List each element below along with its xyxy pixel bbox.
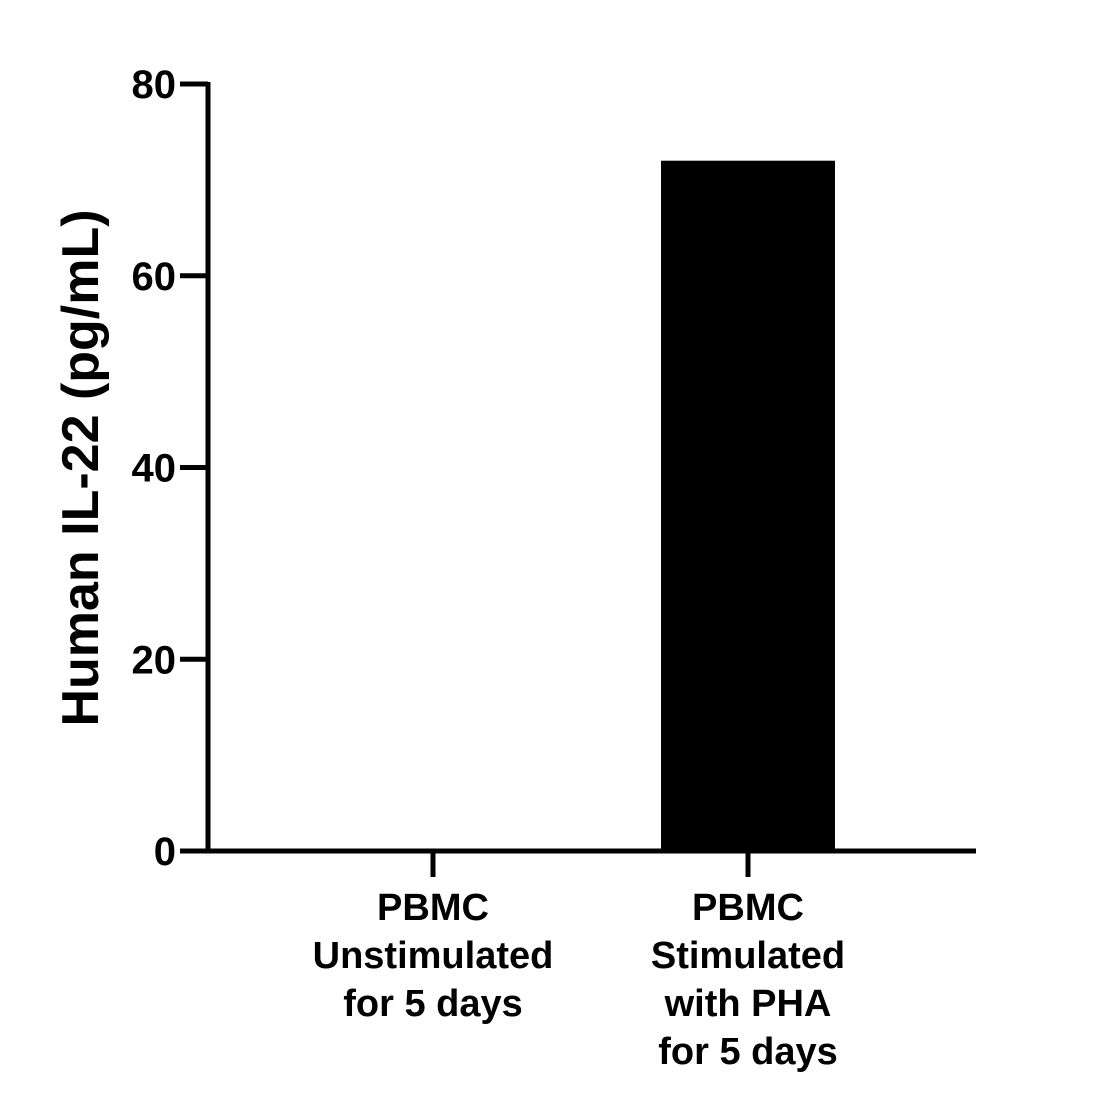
x-category-label-1-line-2: Unstimulated	[313, 935, 554, 977]
y-tick-label-0: 0	[154, 830, 176, 874]
labels-layer: 0 20 40 60 80 PBMC Unstimulated for 5 days PBMC S…	[132, 63, 846, 1073]
x-category-label-1-line-1: PBMC	[377, 887, 489, 929]
x-category-label-1-line-3: for 5 days	[343, 983, 523, 1025]
y-tick-label-20: 20	[132, 638, 177, 682]
bars-layer	[661, 160, 835, 851]
y-tick-label-60: 60	[132, 255, 177, 299]
x-category-label-2-line-4: for 5 days	[658, 1031, 838, 1073]
x-category-label-2-line-1: PBMC	[692, 887, 804, 929]
y-axis-title: Human IL-22 (pg/mL)	[52, 209, 110, 726]
x-category-label-2-line-2: Stimulated	[651, 935, 845, 977]
x-category-label-1: PBMC Unstimulated for 5 days	[313, 887, 554, 1025]
y-tick-label-40: 40	[132, 447, 177, 491]
y-tick-label-80: 80	[132, 63, 177, 107]
x-category-label-2: PBMC Stimulated with PHA for 5 days	[651, 887, 845, 1073]
bar-2	[661, 160, 835, 851]
x-category-label-2-line-3: with PHA	[664, 983, 832, 1025]
axes-layer	[180, 81, 976, 877]
